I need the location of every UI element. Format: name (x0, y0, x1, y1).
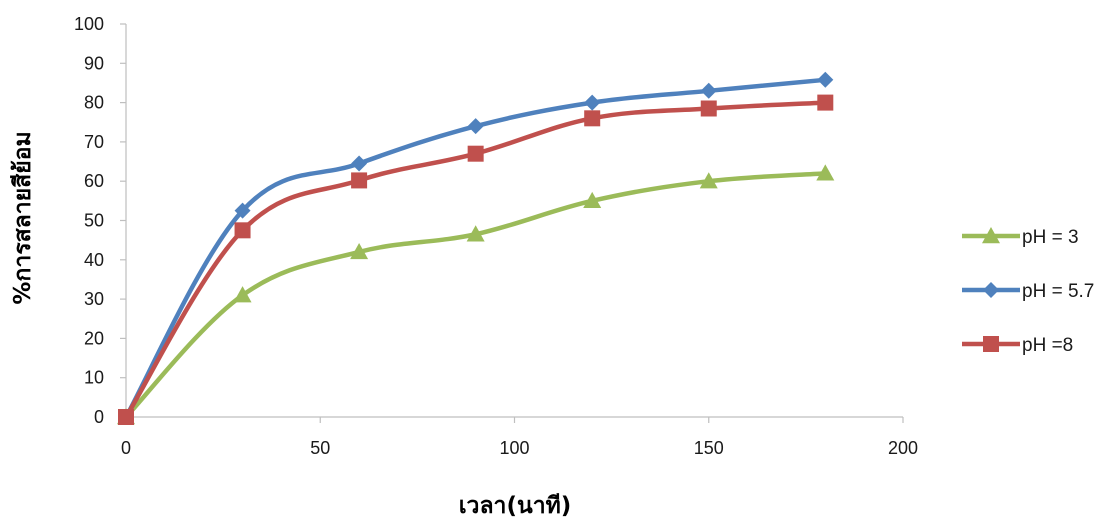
data-point-diamond-marker (817, 71, 834, 88)
legend-label: pH = 5.7 (1022, 281, 1094, 302)
series-line (123, 171, 828, 420)
data-point-square-marker (700, 100, 717, 117)
x-tick-label: 50 (310, 438, 330, 458)
data-point-square-marker (467, 145, 484, 162)
legend-item: pH = 5.7 (962, 281, 1094, 302)
y-tick-label: 50 (84, 211, 104, 231)
data-point-square-marker (234, 222, 251, 239)
data-point-diamond-marker (234, 202, 251, 219)
data-point-diamond-marker (467, 118, 484, 135)
y-tick-label: 80 (84, 93, 104, 113)
legend-diamond-marker (983, 282, 999, 298)
legend-triangle-marker (982, 227, 1000, 244)
y-tick-label: 40 (84, 250, 104, 270)
data-point-triangle-marker (583, 191, 602, 209)
x-tick-label: 150 (694, 438, 724, 458)
x-axis-title: เวลา(นาที) (459, 493, 572, 519)
y-tick-label: 0 (94, 407, 104, 427)
data-point-triangle-marker (466, 225, 485, 242)
series-layer (117, 71, 835, 425)
data-point-square-marker (584, 110, 601, 127)
y-tick-label: 100 (74, 14, 104, 34)
y-tick-label: 90 (84, 53, 104, 73)
y-axis-ticks: 0 10 20 30 40 50 60 70 80 90 100 (74, 14, 126, 427)
y-axis-title: %การสลายสีย้อม (10, 131, 36, 304)
y-tick-label: 70 (84, 132, 104, 152)
legend: pH = 3 pH = 5.7 pH =8 (962, 227, 1094, 356)
series-3 (118, 94, 834, 425)
y-tick-label: 60 (84, 171, 104, 191)
y-tick-label: 10 (84, 368, 104, 388)
data-point-square-marker (817, 94, 834, 111)
data-point-triangle-marker (233, 286, 252, 303)
data-point-triangle-marker (350, 242, 369, 260)
data-point-square-marker (118, 409, 134, 425)
y-tick-label: 20 (84, 328, 104, 348)
series-1 (117, 164, 835, 425)
x-axis-ticks: 0 50 100 150 200 (121, 417, 918, 458)
data-point-square-marker (351, 172, 368, 189)
legend-label: pH =8 (1022, 335, 1073, 356)
data-point-diamond-marker (700, 82, 717, 99)
y-tick-label: 30 (84, 289, 104, 309)
x-tick-label: 200 (888, 438, 918, 458)
legend-square-marker (983, 336, 999, 352)
data-point-diamond-marker (351, 155, 368, 172)
legend-item: pH = 3 (962, 227, 1079, 248)
legend-item: pH =8 (962, 335, 1073, 356)
x-tick-label: 100 (499, 438, 529, 458)
data-point-triangle-marker (816, 164, 835, 181)
x-tick-label: 0 (121, 438, 131, 458)
legend-label: pH = 3 (1022, 227, 1079, 248)
data-point-diamond-marker (584, 94, 601, 111)
data-point-triangle-marker (699, 172, 718, 189)
